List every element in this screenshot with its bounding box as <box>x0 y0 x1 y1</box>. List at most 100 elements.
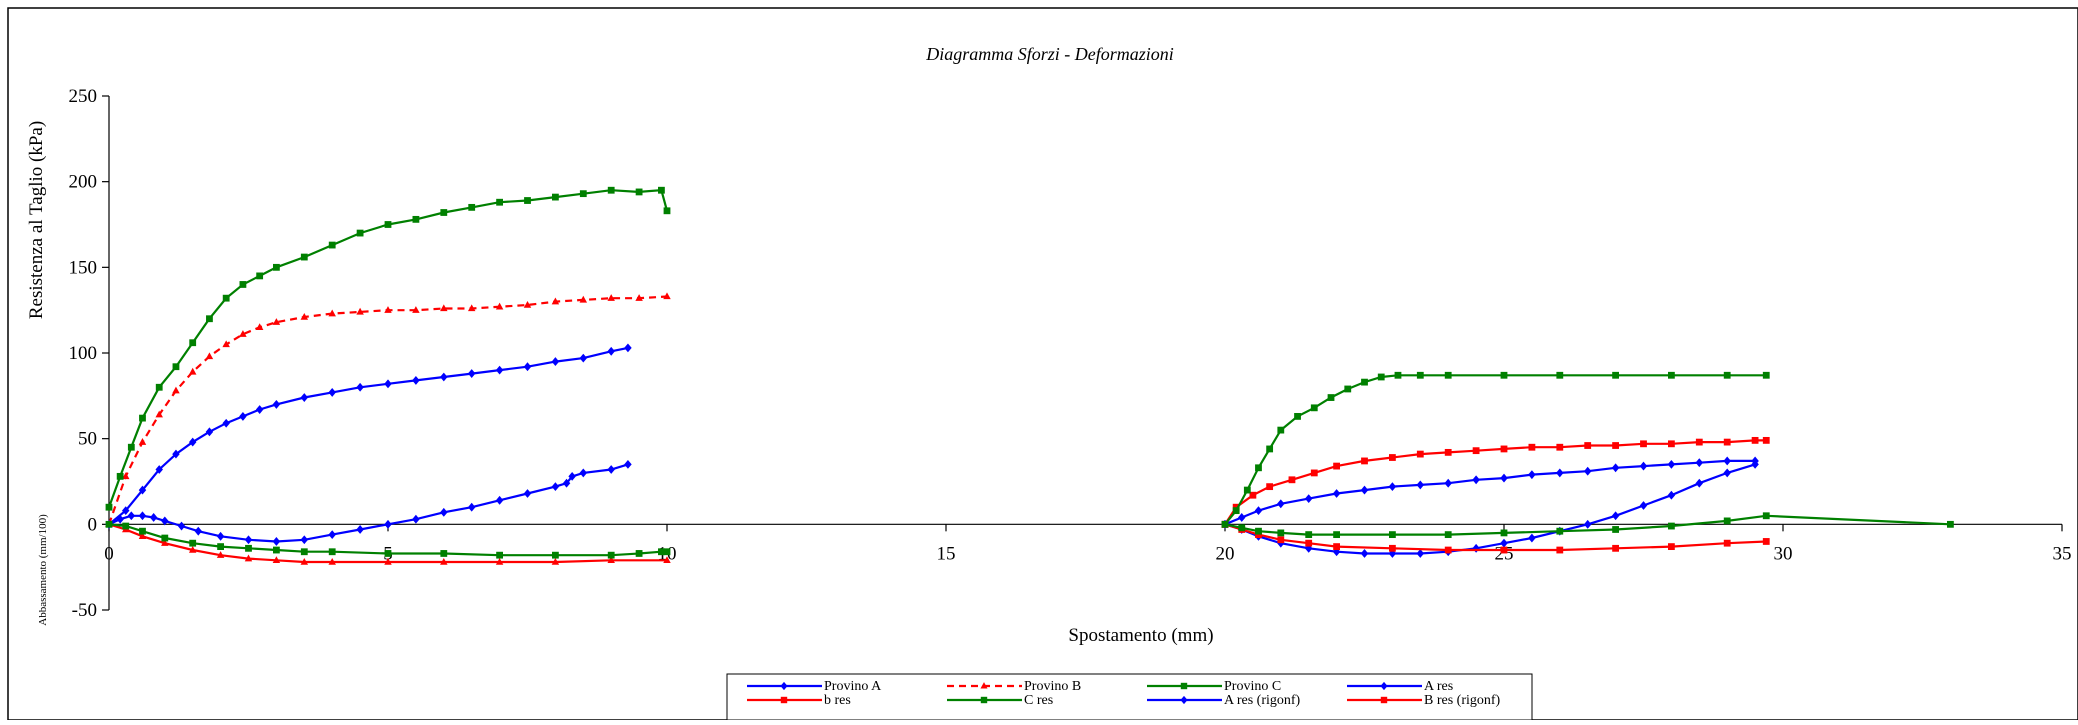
data-point <box>1500 538 1508 548</box>
data-point <box>1332 489 1341 498</box>
data-point <box>300 253 308 261</box>
legend-entry: B res (rigonf) <box>1347 693 1501 708</box>
data-point <box>328 557 336 565</box>
data-point <box>635 188 643 196</box>
data-point <box>1611 463 1620 473</box>
data-point <box>122 506 130 516</box>
data-point <box>155 465 163 474</box>
data-point <box>1327 394 1335 401</box>
data-point <box>256 272 264 280</box>
data-point <box>1255 531 1262 539</box>
data-point <box>412 306 420 313</box>
data-point <box>138 438 147 445</box>
data-point <box>1556 468 1564 478</box>
data-point <box>300 557 309 565</box>
data-point <box>523 362 532 372</box>
data-point <box>1389 454 1396 461</box>
data-point <box>116 514 124 524</box>
data-point <box>467 502 476 512</box>
legend-marker <box>1180 695 1188 705</box>
data-point <box>468 203 476 211</box>
data-point <box>1695 458 1704 468</box>
data-point <box>239 330 247 337</box>
data-point <box>1377 373 1385 381</box>
data-point <box>524 197 531 204</box>
series-4 <box>1221 436 1770 528</box>
data-point <box>1305 539 1313 547</box>
data-point <box>384 306 392 313</box>
y-axis-secondary-label: Abbassamento (mm/100) <box>37 514 49 626</box>
data-point <box>1249 491 1257 499</box>
data-point <box>1611 511 1620 521</box>
data-point <box>1472 543 1480 553</box>
data-point <box>149 513 158 522</box>
data-point <box>1361 378 1368 386</box>
legend-marker <box>780 696 788 704</box>
series-7 <box>105 520 671 565</box>
y-tick-label: 100 <box>69 343 98 364</box>
chart-title: Diagramma Sforzi - Deformazioni <box>925 44 1174 64</box>
data-point <box>244 535 253 545</box>
data-point <box>272 537 281 546</box>
data-point <box>300 312 309 320</box>
data-point <box>1444 448 1452 456</box>
data-point <box>658 548 665 556</box>
data-point <box>1762 371 1770 379</box>
data-point <box>356 525 364 534</box>
data-point <box>172 449 180 459</box>
data-point <box>495 302 504 310</box>
x-axis-label: Spostamento (mm) <box>1068 625 1213 646</box>
data-point <box>189 539 197 547</box>
data-point <box>239 281 247 288</box>
series-line <box>108 523 667 557</box>
data-point <box>1723 438 1731 446</box>
series-5 <box>1221 371 1770 528</box>
data-point <box>412 215 420 223</box>
data-point <box>624 459 632 469</box>
data-point <box>1333 531 1340 539</box>
data-point <box>1762 436 1770 444</box>
data-point <box>138 485 147 495</box>
data-point <box>244 554 253 562</box>
data-point <box>496 551 503 559</box>
data-point <box>194 526 203 536</box>
data-point <box>1667 459 1676 469</box>
y-tick-label: -50 <box>72 600 97 621</box>
data-point <box>412 375 420 385</box>
data-point <box>1304 543 1313 553</box>
legend-entry: A res <box>1347 679 1453 694</box>
data-point <box>188 437 197 447</box>
data-point <box>1360 485 1369 495</box>
data-point <box>205 427 214 437</box>
data-point <box>116 472 124 480</box>
data-point <box>222 294 230 302</box>
data-point <box>1723 371 1731 379</box>
legend-marker <box>780 681 788 691</box>
data-point <box>552 193 559 201</box>
data-point <box>273 263 280 271</box>
data-point <box>467 369 476 378</box>
series-line <box>108 523 667 564</box>
legend-label: b res <box>824 693 851 708</box>
data-point <box>624 343 632 353</box>
legend-entry: Provino A <box>747 679 882 694</box>
data-point <box>551 357 560 366</box>
data-point <box>272 318 281 325</box>
legend-marker <box>980 682 988 689</box>
data-point <box>551 297 560 305</box>
data-point <box>495 495 504 505</box>
data-point <box>1333 543 1340 551</box>
data-point <box>139 414 146 422</box>
legend-entry: A res (rigonf) <box>1147 693 1301 708</box>
data-point <box>1255 464 1262 472</box>
data-point <box>1500 529 1508 537</box>
data-point <box>1762 538 1770 545</box>
data-point <box>222 418 230 428</box>
data-point <box>1238 513 1246 522</box>
data-point <box>205 352 214 360</box>
data-point <box>1584 442 1592 449</box>
data-point <box>579 295 588 303</box>
data-point <box>1947 520 1954 528</box>
legend: Provino A Provino B Provino C A res b res C r… <box>726 673 1533 721</box>
